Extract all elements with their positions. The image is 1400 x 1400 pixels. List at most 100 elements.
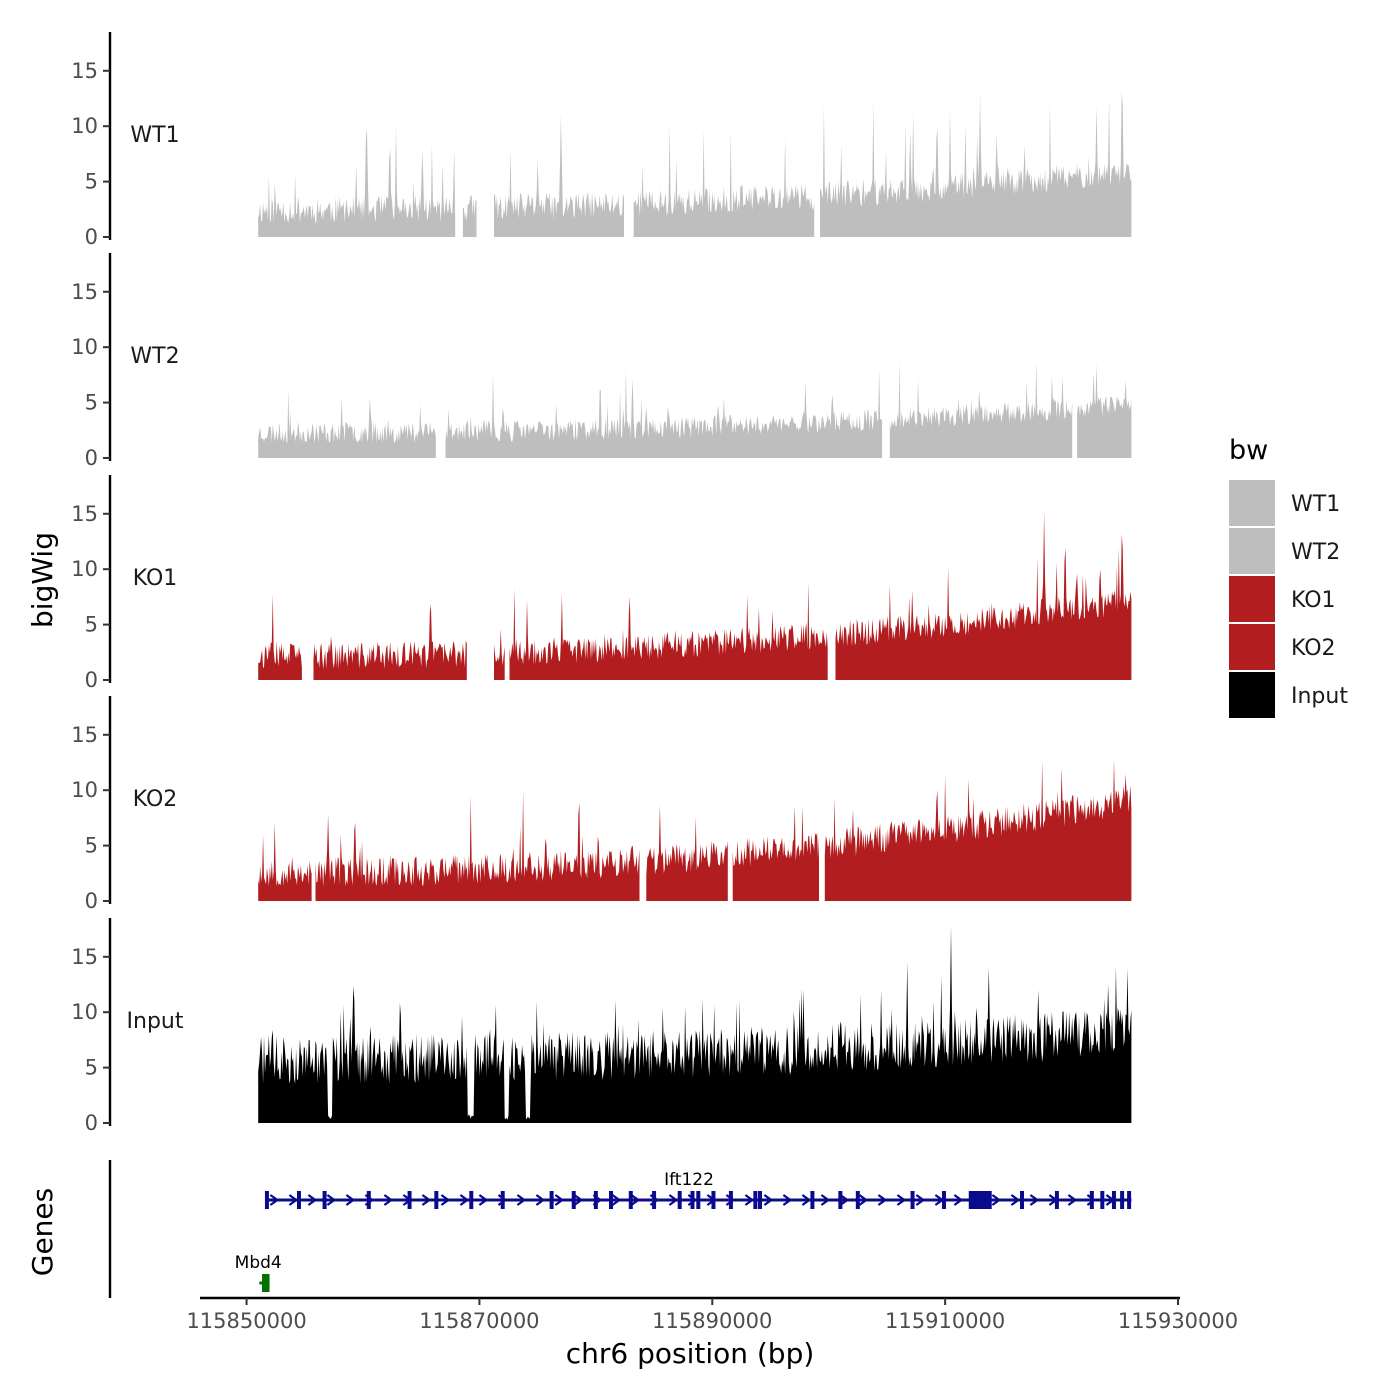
y-tick-label: 10: [71, 778, 98, 802]
x-axis: 115850000 115870000 115890000 115910000 1159…: [186, 1296, 1238, 1333]
cds-block: [969, 1191, 992, 1209]
cds-block: [263, 1274, 270, 1292]
exon: [434, 1191, 439, 1209]
exon: [469, 1191, 474, 1209]
signal-area-ko2: [315, 790, 640, 901]
exon: [264, 1191, 269, 1209]
strand-chevron: [611, 1194, 622, 1206]
exon: [500, 1191, 505, 1209]
track-label-wt1: WT1: [130, 123, 179, 148]
exon: [366, 1191, 371, 1209]
strand-chevron: [1067, 1194, 1078, 1206]
signal-area-wt1: [462, 195, 477, 237]
exon: [855, 1191, 860, 1209]
x-tick-label: 115870000: [419, 1309, 539, 1333]
strand-chevron: [801, 1194, 812, 1206]
y-tick-label: 5: [85, 834, 98, 858]
x-tick-label: 115930000: [1118, 1309, 1238, 1333]
exon: [322, 1191, 327, 1209]
exon: [941, 1191, 946, 1209]
strand-chevron: [858, 1194, 869, 1206]
y-tick-label: 0: [85, 1111, 98, 1135]
y-tick-label: 0: [85, 446, 98, 470]
gene-mbd4: Mbd4: [235, 1253, 282, 1292]
legend-label-ko2: KO2: [1291, 636, 1336, 661]
track-panel-wt1: 0 5 10 15 WT1: [71, 32, 1132, 249]
strand-chevron: [535, 1194, 546, 1206]
track-label-ko2: KO2: [133, 787, 178, 812]
strand-chevron: [877, 1194, 888, 1206]
signal-area-wt1: [494, 115, 624, 237]
signal-area-ko1: [835, 511, 1132, 680]
strand-chevron: [421, 1194, 432, 1206]
signal-area-ko1: [494, 628, 505, 680]
strand-chevron: [896, 1194, 907, 1206]
y-tick-label: 15: [71, 59, 98, 83]
exon: [677, 1191, 682, 1209]
exon: [1019, 1191, 1024, 1209]
track-panel-input: 0 5 10 15 Input: [71, 918, 1132, 1135]
legend-swatch-wt2: [1229, 528, 1275, 574]
track-label-input: Input: [127, 1009, 184, 1034]
y-tick-label: 10: [71, 335, 98, 359]
strand-chevron: [953, 1194, 964, 1206]
strand-chevron: [725, 1194, 736, 1206]
legend-title: bw: [1229, 435, 1268, 466]
x-axis-title: chr6 position (bp): [566, 1337, 815, 1370]
y-tick-label: 5: [85, 1056, 98, 1080]
exon: [753, 1191, 758, 1209]
strand-chevron: [630, 1194, 641, 1206]
track-panels: 0 5 10 15 WT1 0 5 10 15 WT2 0 5 10 15 KO1 0 5 10 15 KO2 0 5 10…: [71, 32, 1132, 1135]
y-tick-label: 5: [85, 391, 98, 415]
y-tick-label: 5: [85, 613, 98, 637]
exon: [652, 1191, 657, 1209]
signal-area-ko2: [732, 805, 819, 901]
exon: [910, 1191, 915, 1209]
strand-chevron: [440, 1194, 451, 1206]
strand-chevron: [991, 1194, 1002, 1206]
exon: [407, 1191, 412, 1209]
strand-chevron: [839, 1194, 850, 1206]
y-tick-label: 10: [71, 1000, 98, 1024]
exon: [1100, 1191, 1105, 1209]
track-panel-wt2: 0 5 10 15 WT2: [71, 253, 1132, 470]
signal-area-ko2: [258, 822, 312, 901]
gene-ift122: Ift122: [264, 1170, 1132, 1209]
exon: [608, 1191, 613, 1209]
strand-chevron: [1086, 1194, 1097, 1206]
y-tick-label: 0: [85, 889, 98, 913]
exon: [1127, 1191, 1132, 1209]
strand-chevron: [782, 1194, 793, 1206]
legend-label-wt1: WT1: [1291, 492, 1340, 517]
x-tick-label: 115910000: [885, 1309, 1005, 1333]
strand-chevron: [820, 1194, 831, 1206]
legend-swatch-ko1: [1229, 576, 1275, 622]
track-panel-ko1: 0 5 10 15 KO1: [71, 475, 1132, 692]
strand-chevron: [497, 1194, 508, 1206]
signal-area-ko2: [646, 805, 728, 901]
strand-chevron: [668, 1194, 679, 1206]
strand-chevron: [288, 1194, 299, 1206]
strand-chevron: [269, 1194, 280, 1206]
exon: [690, 1191, 695, 1209]
genes-panel: Ift122 Mbd4: [108, 1160, 1132, 1298]
genes-axis-title: Genes: [26, 1188, 59, 1276]
signal-area-wt2: [258, 388, 436, 458]
strand-chevron: [1010, 1194, 1021, 1206]
exon: [1054, 1191, 1059, 1209]
exon: [571, 1191, 576, 1209]
x-tick-label: 115890000: [652, 1309, 772, 1333]
exon: [1089, 1191, 1094, 1209]
exon: [1111, 1191, 1116, 1209]
signal-area-wt2: [1077, 363, 1132, 458]
y-tick-label: 15: [71, 502, 98, 526]
legend-label-input: Input: [1291, 684, 1348, 709]
strand-chevron: [345, 1194, 356, 1206]
exon: [696, 1191, 701, 1209]
strand-chevron: [744, 1194, 755, 1206]
track-label-ko1: KO1: [133, 566, 178, 591]
legend-swatch-input: [1229, 672, 1275, 718]
signal-area-wt2: [445, 369, 883, 458]
legend-label-ko1: KO1: [1291, 588, 1336, 613]
